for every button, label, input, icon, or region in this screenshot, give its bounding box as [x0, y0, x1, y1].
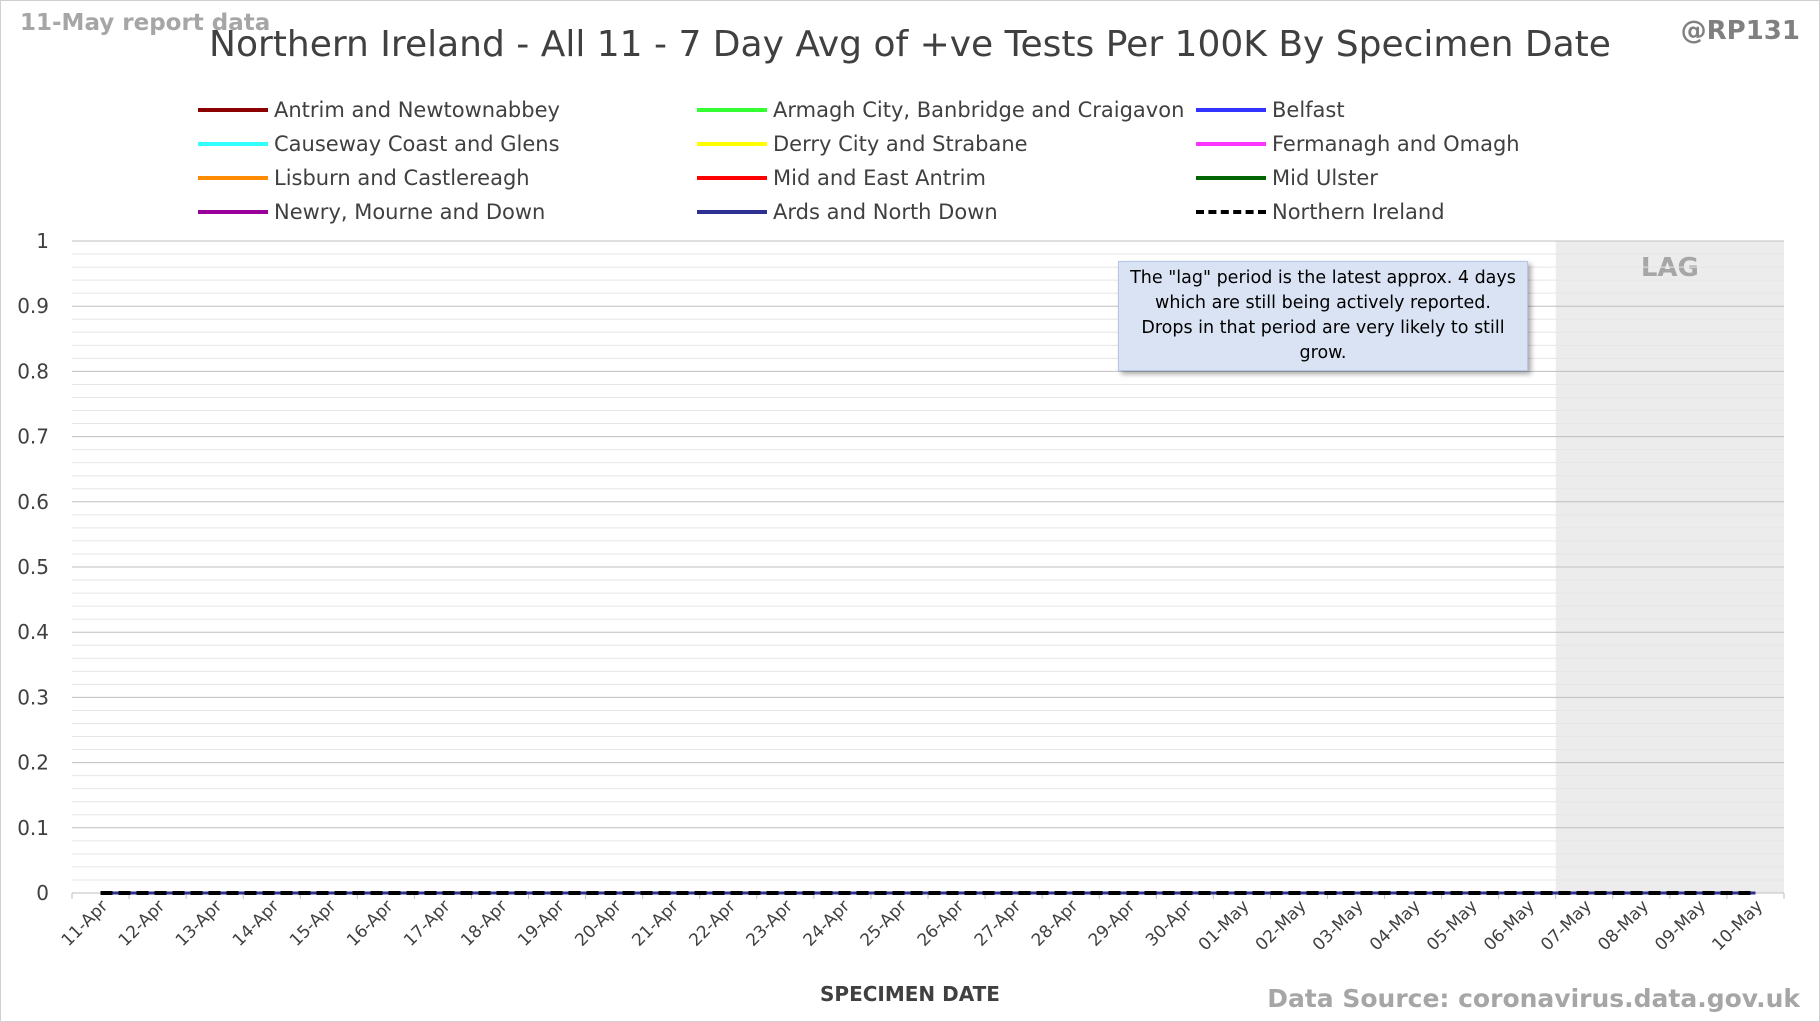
report-date: 11-May report data — [20, 10, 271, 36]
legend-swatch — [198, 108, 268, 112]
legend-swatch — [198, 142, 268, 146]
x-tick-label: 15-Apr — [286, 896, 340, 950]
x-tick-label: 05-May — [1423, 896, 1482, 955]
x-tick-label: 07-May — [1537, 896, 1596, 955]
y-tick-label: 0.8 — [17, 359, 49, 383]
y-tick-label: 0 — [36, 881, 49, 905]
x-tick-label: 06-May — [1480, 896, 1539, 955]
legend-swatch — [697, 176, 767, 180]
x-tick-label: 19-Apr — [514, 896, 568, 950]
x-tick-label: 08-May — [1594, 896, 1653, 955]
legend-item: Northern Ireland — [1196, 198, 1445, 226]
legend-label: Antrim and Newtownabbey — [274, 98, 560, 122]
x-tick-label: 20-Apr — [571, 896, 625, 950]
legend-swatch — [697, 210, 767, 214]
legend-label: Lisburn and Castlereagh — [274, 166, 530, 190]
legend-label: Derry City and Strabane — [773, 132, 1028, 156]
legend-label: Armagh City, Banbridge and Craigavon — [773, 98, 1185, 122]
x-tick-label: 04-May — [1366, 896, 1425, 955]
legend-swatch — [697, 142, 767, 146]
legend-item: Ards and North Down — [697, 198, 998, 226]
x-tick-label: 18-Apr — [457, 896, 511, 950]
legend-item: Newry, Mourne and Down — [198, 198, 545, 226]
x-tick-label: 11-Apr — [58, 896, 112, 950]
y-tick-label: 0.3 — [17, 685, 49, 709]
x-tick-label: 27-Apr — [971, 896, 1025, 950]
legend-item: Antrim and Newtownabbey — [198, 96, 560, 124]
x-tick-label: 23-Apr — [743, 896, 797, 950]
x-tick-label: 26-Apr — [914, 896, 968, 950]
legend-swatch — [198, 176, 268, 180]
y-tick-label: 0.2 — [17, 751, 49, 775]
lag-label: LAG — [1641, 253, 1699, 283]
data-source: Data Source: coronavirus.data.gov.uk — [1267, 984, 1800, 1013]
x-tick-label: 24-Apr — [800, 896, 854, 950]
legend-label: Belfast — [1272, 98, 1345, 122]
y-tick-label: 1 — [36, 229, 49, 253]
x-tick-label: 02-May — [1252, 896, 1311, 955]
x-tick-label: 28-Apr — [1028, 896, 1082, 950]
x-tick-label: 09-May — [1651, 896, 1710, 955]
x-tick-label: 12-Apr — [115, 896, 169, 950]
x-tick-label: 17-Apr — [400, 896, 454, 950]
legend-item: Mid and East Antrim — [697, 164, 986, 192]
legend-swatch — [1196, 210, 1266, 214]
y-tick-label: 0.9 — [17, 294, 49, 318]
legend-label: Causeway Coast and Glens — [274, 132, 560, 156]
x-tick-label: 13-Apr — [172, 896, 226, 950]
legend-item: Causeway Coast and Glens — [198, 130, 560, 158]
chart-title: Northern Ireland - All 11 - 7 Day Avg of… — [209, 24, 1611, 65]
legend-item: Armagh City, Banbridge and Craigavon — [697, 96, 1184, 124]
legend-swatch — [697, 108, 767, 112]
legend-label: Newry, Mourne and Down — [274, 200, 546, 224]
legend-swatch — [1196, 108, 1266, 112]
legend-item: Lisburn and Castlereagh — [198, 164, 530, 192]
lag-note: The "lag" period is the latest approx. 4… — [1118, 261, 1528, 371]
y-tick-label: 0.5 — [17, 555, 49, 579]
x-tick-label: 29-Apr — [1085, 896, 1139, 950]
x-tick-label: 25-Apr — [857, 896, 911, 950]
x-tick-label: 10-May — [1708, 896, 1767, 955]
legend-item: Derry City and Strabane — [697, 130, 1028, 158]
legend-swatch — [1196, 176, 1266, 180]
legend-label: Fermanagh and Omagh — [1272, 132, 1520, 156]
x-tick-label: 14-Apr — [229, 896, 283, 950]
legend-swatch — [198, 210, 268, 214]
legend-swatch — [1196, 142, 1266, 146]
y-tick-label: 0.6 — [17, 490, 49, 514]
x-tick-label: 21-Apr — [628, 896, 682, 950]
x-axis-title: SPECIMEN DATE — [820, 982, 1000, 1006]
legend-item: Belfast — [1196, 96, 1345, 124]
x-tick-label: 01-May — [1195, 896, 1254, 955]
legend-label: Mid and East Antrim — [773, 166, 986, 190]
x-tick-label: 30-Apr — [1142, 896, 1196, 950]
y-tick-label: 0.7 — [17, 425, 49, 449]
y-tick-label: 0.4 — [17, 620, 49, 644]
author-handle: @RP131 — [1680, 16, 1800, 46]
y-tick-label: 0.1 — [17, 816, 49, 840]
legend-item: Mid Ulster — [1196, 164, 1378, 192]
x-tick-label: 03-May — [1309, 896, 1368, 955]
legend-label: Mid Ulster — [1272, 166, 1378, 190]
legend-label: Ards and North Down — [773, 200, 998, 224]
x-tick-label: 22-Apr — [685, 896, 739, 950]
legend-label: Northern Ireland — [1272, 200, 1445, 224]
x-tick-label: 16-Apr — [343, 896, 397, 950]
legend-item: Fermanagh and Omagh — [1196, 130, 1520, 158]
